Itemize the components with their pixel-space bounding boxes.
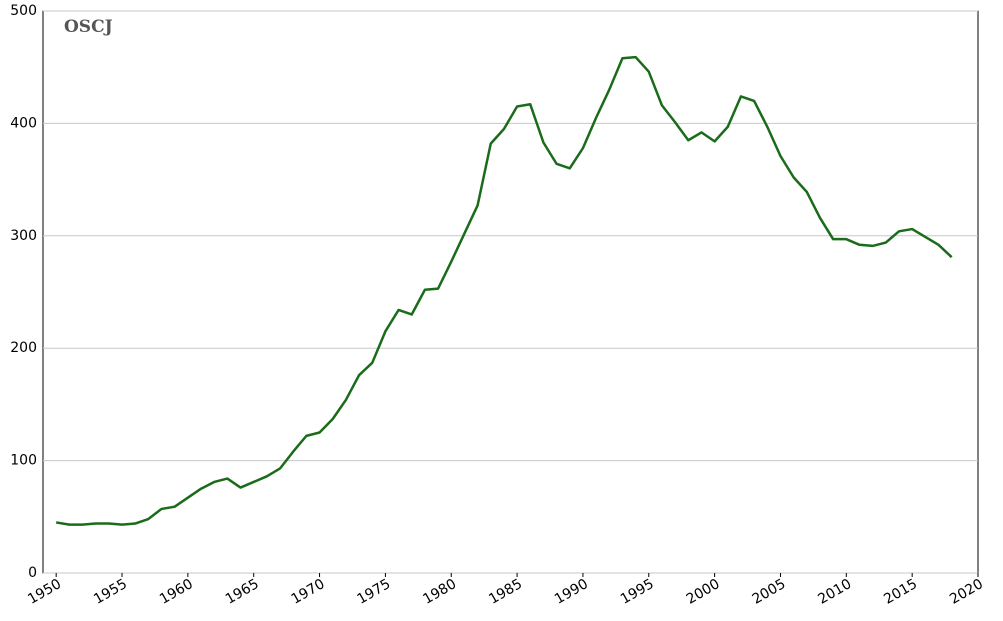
- x-tick-label: 2020: [947, 576, 986, 608]
- x-tick-label: 2015: [881, 576, 920, 608]
- data-line: [55, 55, 953, 526]
- x-tick-label: 1955: [91, 576, 130, 608]
- x-tick-label: 1990: [552, 576, 591, 608]
- x-tick-label: 1960: [157, 576, 196, 608]
- x-tick-label: 1975: [355, 576, 394, 608]
- x-tick-label: 1970: [289, 576, 328, 608]
- y-tick-label: 0: [28, 565, 37, 581]
- y-tick-label: 200: [10, 340, 37, 356]
- x-tick-label: 1980: [420, 576, 459, 608]
- x-tick-label: 1965: [223, 576, 262, 608]
- plot-frame: [42, 10, 979, 574]
- x-tick-label: 2000: [684, 576, 723, 608]
- x-tick-label: 2010: [815, 576, 854, 608]
- y-tick-label: 500: [10, 3, 37, 19]
- x-tick-label: 1985: [486, 576, 525, 608]
- y-tick-label: 100: [10, 453, 37, 469]
- logo: OSCJ: [64, 17, 113, 37]
- x-tick-label: 1995: [618, 576, 657, 608]
- x-tick-label: 2005: [750, 576, 789, 608]
- y-tick-label: 300: [10, 228, 37, 244]
- y-tick-label: 400: [10, 115, 37, 131]
